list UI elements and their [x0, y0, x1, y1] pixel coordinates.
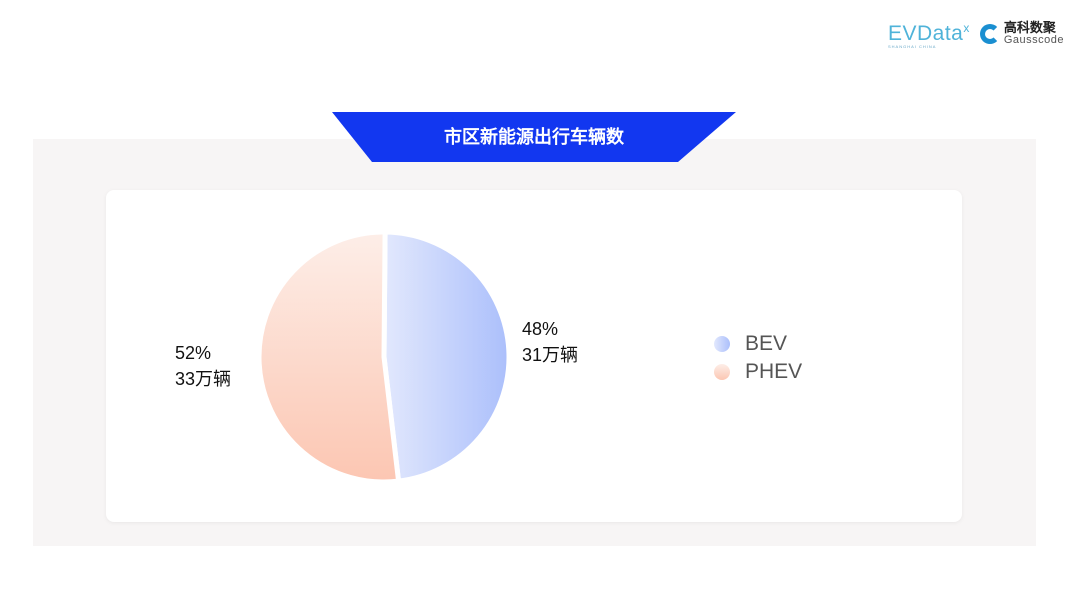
evdata-logo: EVDatax SHANGHAI CHINA [887, 21, 970, 49]
legend-item-phev: PHEV [714, 358, 802, 386]
pie-slice-phev [256, 229, 402, 485]
phev-swatch [714, 364, 730, 380]
gausscode-logo: 高科数聚 Gausscode [979, 21, 1064, 47]
title-banner [332, 112, 736, 162]
legend: BEV PHEV [714, 330, 802, 386]
bev-swatch [714, 336, 730, 352]
gausscode-logo-icon [979, 23, 1000, 44]
chart-title: 市区新能源出行车辆数 [444, 127, 624, 147]
legend-item-bev: BEV [714, 330, 802, 358]
chart-card: 48% 31万辆 52% 33万辆 BEV PHEV [106, 190, 962, 522]
bev-data-label: 48% 31万辆 [522, 319, 579, 365]
pie-chart [256, 229, 512, 485]
phev-data-label: 52% 33万辆 [175, 343, 232, 389]
pie-slice-bev [381, 229, 512, 484]
logos: EVDatax SHANGHAI CHINA 高科数聚 Gausscode [887, 18, 1064, 50]
